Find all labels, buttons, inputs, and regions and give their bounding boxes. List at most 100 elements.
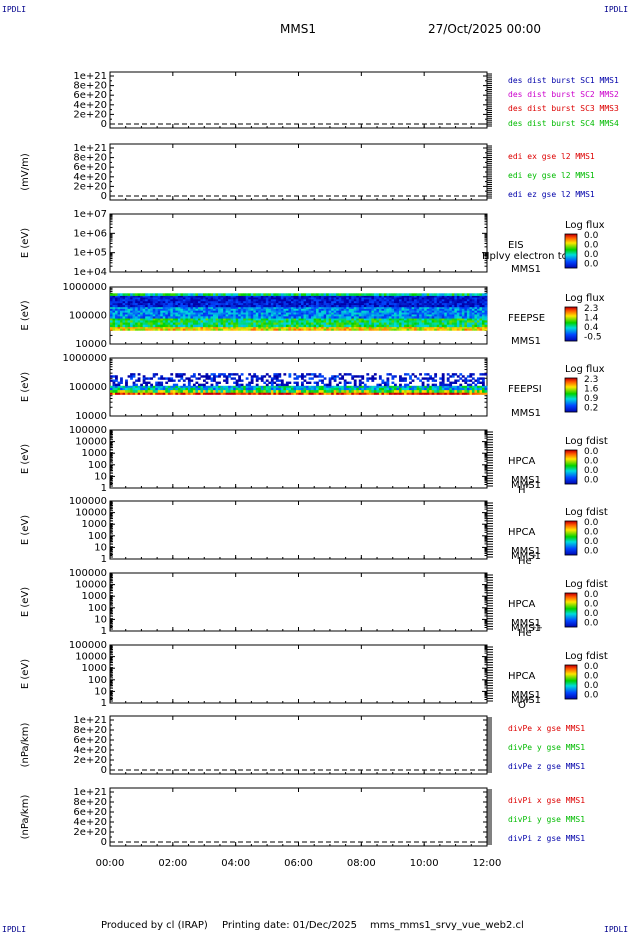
p4-spec-cell xyxy=(333,306,337,310)
p4-spec-cell xyxy=(371,320,375,323)
p6-charge-label: + xyxy=(525,481,531,489)
p5-spec-cell xyxy=(434,385,438,389)
p4-spec-cell xyxy=(127,308,131,312)
p4-spec-cell xyxy=(373,297,377,300)
p5-spec-cell xyxy=(368,387,372,391)
p5-spec-cell xyxy=(208,389,211,393)
p5-spec-cell xyxy=(471,387,475,391)
p4-spec-cell xyxy=(122,328,126,331)
p5-spec-cell xyxy=(190,392,194,395)
p5-spec-cell xyxy=(250,377,254,380)
p5-spec-cell xyxy=(306,387,309,391)
p5-spec-cell xyxy=(338,373,342,376)
p4-spec-cell xyxy=(157,297,161,300)
p5-spec-cell xyxy=(481,389,485,393)
p4-spec-cell xyxy=(429,293,433,296)
p4-spec-cell xyxy=(265,297,269,300)
p5-spec-cell xyxy=(361,387,365,391)
p4-spec-cell xyxy=(150,328,154,331)
p4-spec-cell xyxy=(431,301,435,304)
p4-spec-cell xyxy=(110,293,113,296)
p5-spec-cell xyxy=(240,373,244,376)
p4-spec-cell xyxy=(434,299,438,302)
p5-spec-cell xyxy=(368,392,372,395)
p4-spec-cell xyxy=(466,320,470,323)
p4-spec-cell xyxy=(135,295,138,298)
p8-ytick-label: 100 xyxy=(88,603,107,614)
p4-spec-cell xyxy=(250,306,254,310)
p5-spec-cell xyxy=(295,383,299,387)
p5-spec-cell xyxy=(454,392,458,395)
p4-spec-cell xyxy=(160,314,164,317)
p5-spec-cell xyxy=(295,381,299,384)
p5-spec-cell xyxy=(280,392,284,395)
p5-spec-cell xyxy=(205,392,209,395)
p4-spec-cell xyxy=(172,314,176,317)
p4-spec-cell xyxy=(243,318,247,321)
p4-spec-cell xyxy=(248,316,252,319)
p4-spec-cell xyxy=(110,297,113,300)
p4-spec-cell xyxy=(228,320,231,323)
p4-spec-cell xyxy=(426,297,430,300)
p4-spec-cell xyxy=(456,324,460,328)
p4-spec-cell xyxy=(298,326,302,329)
p5-spec-cell xyxy=(265,383,269,387)
p4-spec-cell xyxy=(182,295,186,298)
p4-spec-cell xyxy=(202,328,206,331)
p4-spec-cell xyxy=(223,305,226,308)
p4-spec-cell xyxy=(245,328,249,331)
p4-spec-cell xyxy=(429,318,433,321)
p4-spec-cell xyxy=(373,301,377,304)
p4-spec-cell xyxy=(182,299,186,302)
p4-spec-cell xyxy=(424,303,427,306)
p4-spec-cell xyxy=(451,328,455,331)
p5-spec-cell xyxy=(192,383,196,387)
p5-spec-cell xyxy=(469,375,473,378)
p5-spec-cell xyxy=(451,375,455,378)
p4-spec-cell xyxy=(285,299,289,302)
p7-colorbar-cell xyxy=(565,524,577,526)
p4-spec-cell xyxy=(150,316,154,319)
p5-spec-cell xyxy=(258,392,262,395)
p4-spec-cell xyxy=(278,308,282,312)
p5-spec-cell xyxy=(137,377,141,380)
p4-spec-cell xyxy=(479,301,483,304)
p4-spec-cell xyxy=(414,324,417,328)
p4-spec-cell xyxy=(381,293,385,296)
p5-spec-cell xyxy=(311,387,314,391)
p4-spec-cell xyxy=(180,308,184,312)
p4-spec-cell xyxy=(313,314,317,317)
p4-spec-cell xyxy=(195,301,199,304)
p5-spec-cell xyxy=(368,389,372,393)
p4-spec-cell xyxy=(190,306,194,310)
p4-spec-cell xyxy=(132,293,136,296)
p4-spec-cell xyxy=(145,299,148,302)
p4-spec-cell xyxy=(469,326,473,329)
p4-spec-cell xyxy=(115,306,118,310)
p5-spec-cell xyxy=(263,385,267,389)
p4-spec-cell xyxy=(202,299,206,302)
p3-colorbar-cell xyxy=(565,249,577,251)
p5-spec-cell xyxy=(348,387,352,391)
p4-spec-cell xyxy=(280,316,284,319)
p4-spec-cell xyxy=(157,318,161,321)
p4-spec-cell xyxy=(303,318,307,321)
p4-spec-cell xyxy=(288,308,292,312)
p8-species-label: He xyxy=(518,628,532,639)
p4-spec-cell xyxy=(180,305,184,308)
p4-spec-cell xyxy=(130,318,133,321)
p5-spec-cell xyxy=(476,379,480,382)
p5-spec-cell xyxy=(476,381,480,384)
p5-spec-cell xyxy=(167,389,171,393)
p4-spec-cell xyxy=(197,308,201,312)
p5-spec-cell xyxy=(157,392,161,395)
p4-spec-cell xyxy=(205,318,209,321)
p4-spec-cell xyxy=(461,316,465,319)
p4-spec-cell xyxy=(326,312,329,315)
p4-spec-cell xyxy=(421,295,425,298)
p4-spec-cell xyxy=(386,293,390,296)
p8-colorbar-cell xyxy=(565,595,577,597)
p4-spec-cell xyxy=(396,295,400,298)
p4-spec-cell xyxy=(165,316,169,319)
p4-spec-cell xyxy=(419,320,422,323)
